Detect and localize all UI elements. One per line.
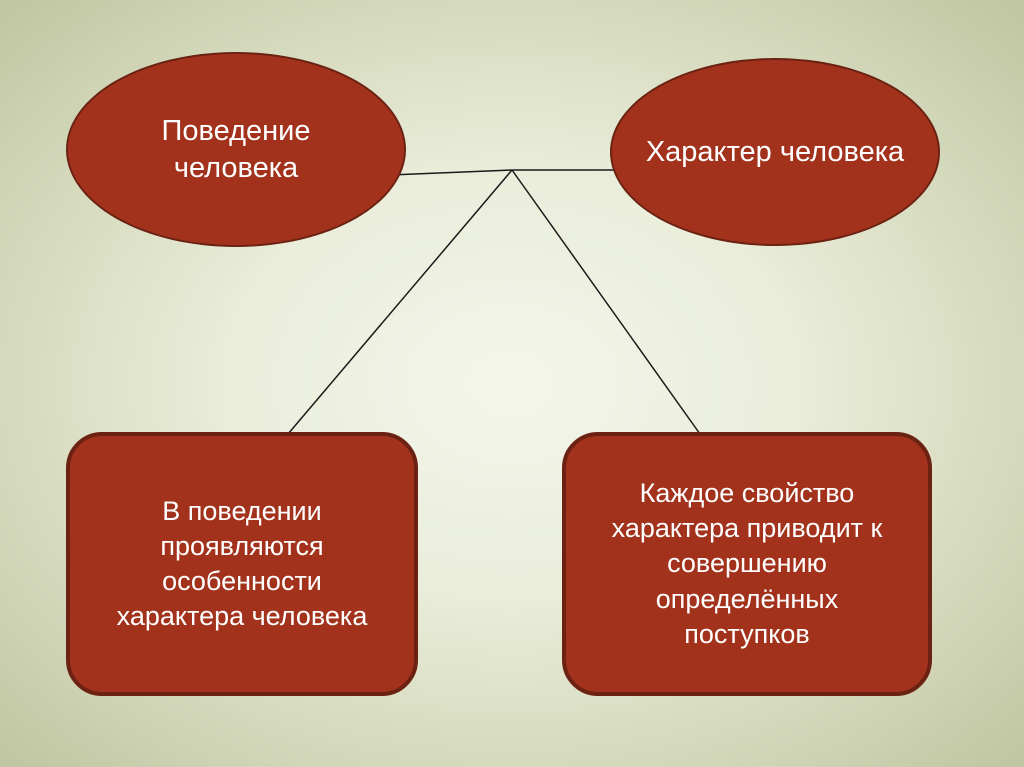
node-character: Характер человека: [610, 58, 940, 246]
node-character-detail: Каждое свойство характера приводит к сов…: [562, 432, 932, 696]
node-character-detail-label: Каждое свойство характера приводит к сов…: [594, 476, 900, 651]
node-behavior: Поведение человека: [66, 52, 406, 247]
node-behavior-label: Поведение человека: [98, 113, 374, 186]
node-behavior-detail-label: В поведении проявляются особенности хара…: [98, 494, 386, 634]
node-character-label: Характер человека: [646, 134, 904, 170]
node-behavior-detail: В поведении проявляются особенности хара…: [66, 432, 418, 696]
diagram-stage: Поведение человека Характер человека В п…: [0, 0, 1024, 767]
